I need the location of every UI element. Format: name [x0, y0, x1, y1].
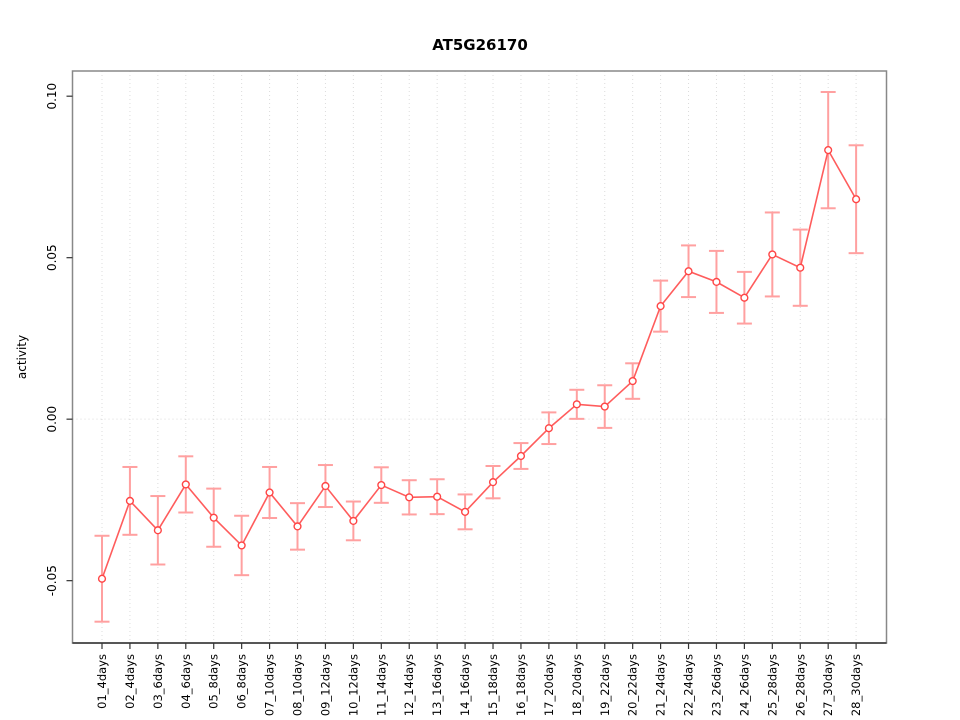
x-tick-label: 16_18days [514, 654, 528, 716]
data-point [516, 451, 526, 461]
data-point [433, 492, 442, 501]
data-point [181, 480, 190, 489]
data-point [796, 263, 805, 272]
x-tick-label: 22_24days [682, 654, 696, 716]
data-point [488, 478, 498, 487]
x-tick-label: 08_10days [291, 654, 305, 716]
x-tick-label: 18_20days [570, 654, 584, 716]
x-tick-label: 13_16days [430, 654, 444, 716]
x-tick-label: 20_22days [626, 654, 640, 716]
data-point [460, 507, 470, 516]
x-tick-label: 12_14days [402, 654, 416, 716]
data-point [405, 493, 414, 502]
data-point [153, 526, 162, 535]
data-point [321, 481, 330, 491]
data-point [712, 277, 721, 287]
x-tick-label: 05_8days [207, 654, 221, 709]
x-tick-label: 21_24days [654, 654, 668, 716]
data-point [237, 541, 246, 550]
data-point [684, 267, 693, 276]
x-tick-label: 02_4days [123, 654, 137, 709]
x-tick-label: 19_22days [598, 654, 612, 716]
y-tick-label: 0.05 [45, 244, 59, 271]
x-tick-label: 17_20days [542, 654, 556, 716]
data-point [209, 513, 218, 522]
x-tick-label: 07_10days [263, 654, 277, 716]
data-point [768, 250, 777, 259]
x-tick-label: 26_28days [793, 654, 807, 716]
y-tick-label: -0.05 [45, 565, 59, 596]
data-point [293, 522, 302, 531]
x-tick-label: 04_6days [179, 654, 193, 709]
data-point [544, 424, 553, 433]
data-point [265, 488, 274, 497]
data-point [740, 293, 749, 302]
data-point [97, 574, 107, 583]
data-point [852, 195, 861, 204]
x-tick-label: 11_14days [374, 654, 388, 716]
data-point [628, 376, 637, 386]
x-tick-label: 01_4days [95, 654, 109, 709]
data-point [125, 496, 135, 505]
chart-title: AT5G26170 [432, 36, 528, 54]
x-tick-label: 09_12days [318, 654, 332, 716]
series-line [101, 147, 857, 579]
x-tick-label: 28_30days [849, 654, 863, 716]
x-tick-label: 23_26days [709, 654, 723, 716]
x-tick-label: 25_28days [765, 654, 779, 716]
data-point [377, 480, 386, 490]
x-tick-label: 24_26days [737, 654, 751, 716]
x-tick-label: 06_8days [235, 654, 249, 709]
x-tick-label: 10_12days [346, 654, 360, 716]
plot-border [71, 70, 888, 644]
x-tick-label: 27_30days [821, 654, 835, 716]
x-tick-label: 14_16days [458, 654, 472, 716]
x-tick-label: 15_18days [486, 654, 500, 716]
x-tick-label: 03_6days [151, 654, 165, 709]
data-point [824, 146, 833, 155]
data-point [572, 400, 581, 409]
data-point [349, 516, 358, 526]
data-point [656, 302, 665, 311]
y-tick-label: 0.00 [45, 406, 59, 433]
y-tick-label: 0.10 [45, 83, 59, 110]
data-point [600, 402, 609, 411]
